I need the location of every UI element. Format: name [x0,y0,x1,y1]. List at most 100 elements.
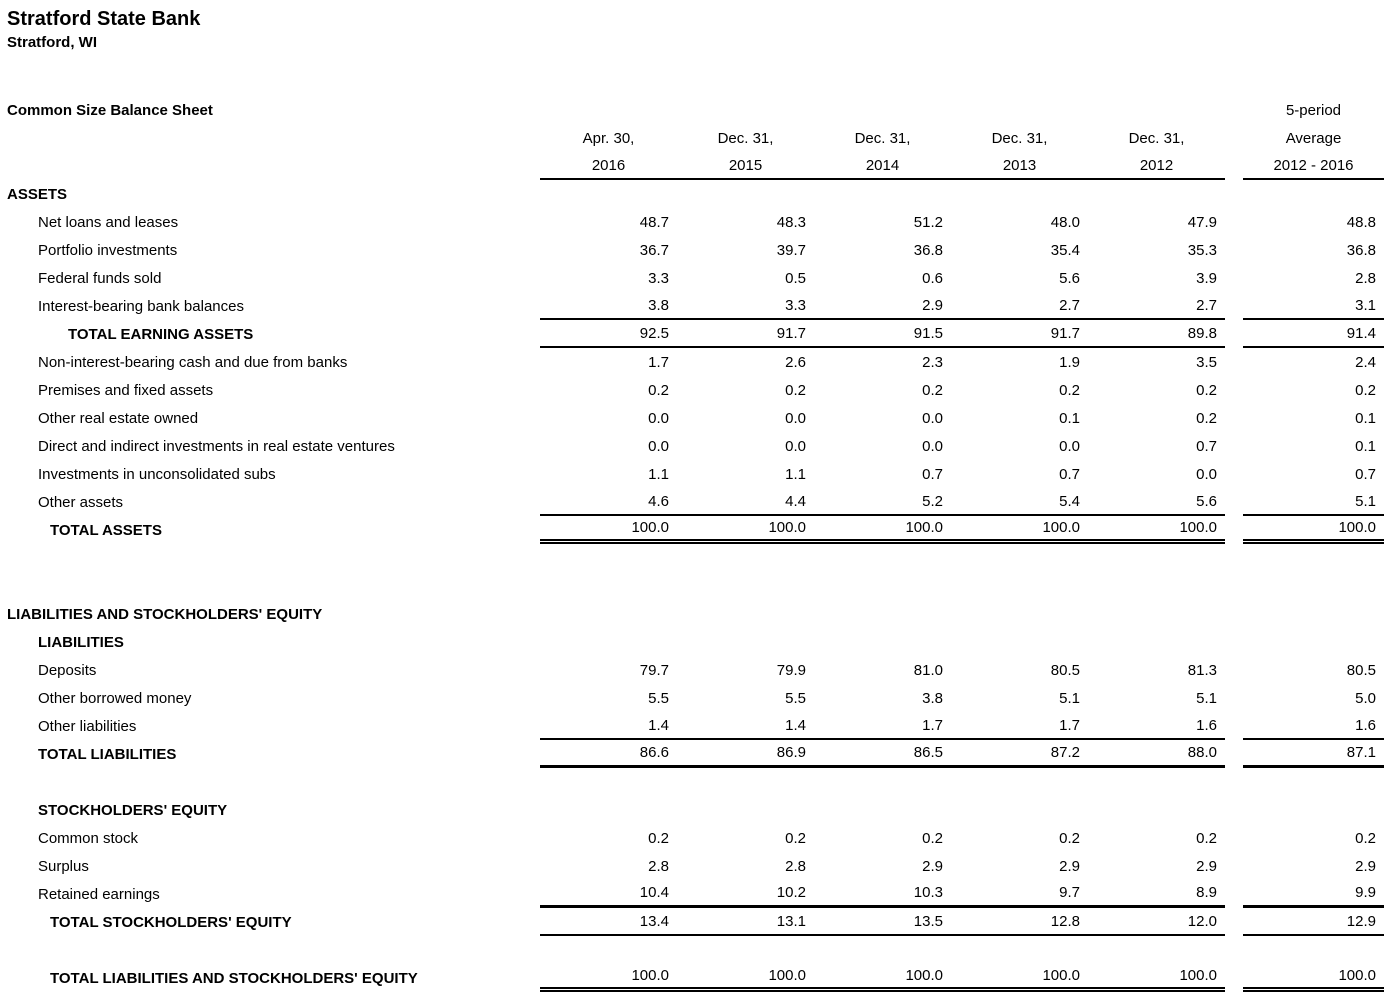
period-values-block [540,180,1225,208]
value-cell: 0.2 [922,829,943,847]
value-cell: 5.2 [922,492,943,510]
row-direct-and-indirect-investments-in-real-estate-ventures: Direct and indirect investments in real … [0,432,1384,460]
period-values-block: 3.3 0.5 0.6 5.6 3.9 [540,264,1225,292]
column-gap [1225,236,1243,264]
value-cell: 100.0 [905,967,943,984]
value-cell: 87.2 [1050,744,1080,761]
row-label: Deposits [38,661,97,679]
value-cell: 86.5 [913,744,943,761]
value-cell: 0.0 [1196,465,1217,483]
value-cell [540,180,677,208]
row-label: Other liabilities [38,717,137,735]
value-cell: 2.9 [1196,857,1217,875]
column-gap [1225,292,1243,320]
value-cell [814,600,951,628]
column-gap [1225,516,1243,544]
average-value-cell: 91.4 [1243,320,1384,348]
value-cell: 5.4 [1059,492,1080,510]
average-value-cell: 2.8 [1355,269,1376,287]
value-cell: 1.7 [1059,716,1080,734]
value-cell: 0.7 [1059,465,1080,483]
value-cell: 3.3 [648,269,669,287]
value-cell: 1.4 [785,716,806,734]
average-value-cell: 100.0 [1243,964,1384,992]
row-label: Federal funds sold [38,269,162,287]
value-cell: 1.4 [648,716,669,734]
row-label: TOTAL LIABILITIES [38,745,177,763]
row-label: Other assets [38,493,124,511]
row-label: Surplus [38,857,89,875]
value-cell: 51.2 [913,213,943,231]
row-label: Portfolio investments [38,241,178,259]
value-cell: 2.8 [648,857,669,875]
value-cell: 100.0 [905,519,943,536]
value-cell: 5.5 [785,689,806,707]
period-values-block [540,796,1225,824]
value-cell [814,180,951,208]
value-cell: 8.9 [1196,884,1217,901]
average-value-cell: 48.8 [1346,213,1376,231]
value-cell: 86.9 [776,744,806,761]
value-cell: 13.1 [776,912,806,930]
value-cell: 0.1 [1059,409,1080,427]
period-values-block: 1.1 1.1 0.7 0.7 0.0 [540,460,1225,488]
row-label: TOTAL EARNING ASSETS [68,325,254,343]
value-cell: 81.3 [1187,661,1217,679]
row-label: TOTAL STOCKHOLDERS' EQUITY [50,913,292,931]
value-cell: 0.0 [785,437,806,455]
column-gap [1225,208,1243,236]
period-values-block: 10.4 10.2 10.3 9.7 8.9 [540,880,1225,908]
row-label: Direct and indirect investments in real … [38,437,395,455]
row-net-loans-and-leases: Net loans and leases 48.7 48.3 51.2 48.0 47.9… [0,208,1384,236]
average-value-cell: 36.8 [1346,241,1376,259]
row-common-stock: Common stock 0.2 0.2 0.2 0.2 0.2 0.2 [0,824,1384,852]
average-value-cell [1243,600,1384,628]
value-cell: 35.3 [1187,241,1217,259]
value-cell [951,796,1088,824]
value-cell [677,600,814,628]
value-cell: 2.7 [1196,296,1217,314]
value-cell: 12.8 [1050,912,1080,930]
row-label: Investments in unconsolidated subs [38,465,276,483]
average-value-cell: 0.1 [1355,409,1376,427]
value-cell: 10.2 [776,884,806,901]
column-gap [1225,628,1243,656]
value-cell: 5.1 [1059,689,1080,707]
period-header-block: 2016 2015 2014 2013 2012 [540,152,1225,180]
value-cell: 0.2 [1196,409,1217,427]
row-label: LIABILITIES [38,633,124,651]
value-cell [540,600,677,628]
value-cell: 1.1 [785,465,806,483]
row-label: Interest-bearing bank balances [38,297,244,315]
period-header-month: Apr. 30, [582,129,635,147]
value-cell: 3.3 [785,296,806,314]
row-interest-bearing-bank-balances: Interest-bearing bank balances 3.8 3.3 2.9 2… [0,292,1384,320]
column-header-row-1: Common Size Balance Sheet 5-period [0,96,1384,124]
period-values-block: 13.4 13.1 13.5 12.8 12.0 [540,908,1225,936]
period-values-block: 5.5 5.5 3.8 5.1 5.1 [540,684,1225,712]
value-cell: 88.0 [1187,744,1217,761]
row-deposits: Deposits 79.7 79.9 81.0 80.5 81.3 80.5 [0,656,1384,684]
column-gap [1225,320,1243,348]
period-values-block: 86.6 86.9 86.5 87.2 88.0 [540,740,1225,768]
value-cell [1088,180,1225,208]
column-gap [1225,96,1243,124]
row-label: Premises and fixed assets [38,381,214,399]
value-cell [677,180,814,208]
value-cell: 79.7 [639,661,669,679]
row-non-interest-bearing-cash-and-due-from-banks: Non-interest-bearing cash and due from b… [0,348,1384,376]
average-value-cell: 5.0 [1355,689,1376,707]
period-values-block: 0.0 0.0 0.0 0.1 0.2 [540,404,1225,432]
value-cell: 1.7 [922,716,943,734]
row-retained-earnings: Retained earnings 10.4 10.2 10.3 9.7 8.9 9.9 [0,880,1384,908]
value-cell [1088,628,1225,656]
column-gap [1225,460,1243,488]
column-gap [1225,712,1243,740]
period-header-block: Apr. 30, Dec. 31, Dec. 31, Dec. 31, Dec.… [540,124,1225,152]
value-cell: 86.6 [639,744,669,761]
value-cell: 48.3 [776,213,806,231]
average-value-cell: 2.9 [1355,857,1376,875]
value-cell: 0.0 [785,409,806,427]
column-gap [1225,264,1243,292]
value-cell: 0.7 [1196,437,1217,455]
